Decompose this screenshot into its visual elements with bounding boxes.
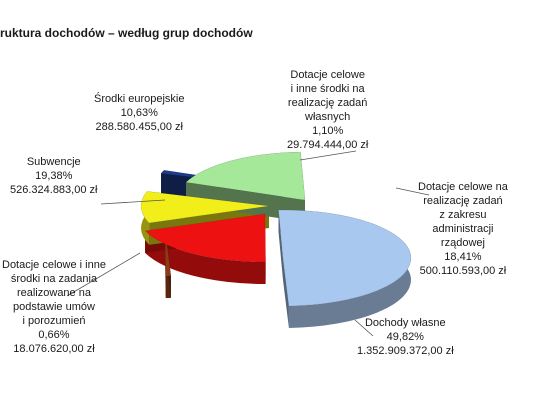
slice-top-1 xyxy=(278,209,412,307)
leader-line-1 xyxy=(354,319,374,337)
label-dotacje-rzadowe: Dotacje celowe na realizację zadań z zakre… xyxy=(418,181,508,277)
label-dotacje-wlasne: Dotacje celowe i inne środki na realizację… xyxy=(287,69,369,151)
slice-wall-b-1 xyxy=(283,258,289,328)
slice-wall-a-1 xyxy=(278,210,283,280)
label-srodki-europejskie: Środki europejskie 10,63% 288.580.455,00 z… xyxy=(94,93,185,133)
slice-side-3 xyxy=(145,230,266,284)
leader-line-5 xyxy=(66,252,141,297)
label-dochody-wlasne: Dochody własne 49,82% 1.352.909.372,00 zł xyxy=(357,317,454,357)
leader-line-3 xyxy=(395,187,430,196)
leader-line-2 xyxy=(299,150,357,161)
slice-top-4 xyxy=(140,191,270,224)
label-subwencje: Subwencje 19,38% 526.324.883,00 zł xyxy=(10,156,98,196)
label-dotacje-umowy: Dotacje celowe i inne środki na zadania re… xyxy=(2,259,106,355)
slice-wall-a-6 xyxy=(186,182,305,222)
slice-top-6 xyxy=(185,151,306,201)
chart-title: ruktura dochodów – według grup dochodów xyxy=(0,26,253,40)
leader-line-4 xyxy=(100,199,166,205)
slice-top-3 xyxy=(144,213,266,263)
